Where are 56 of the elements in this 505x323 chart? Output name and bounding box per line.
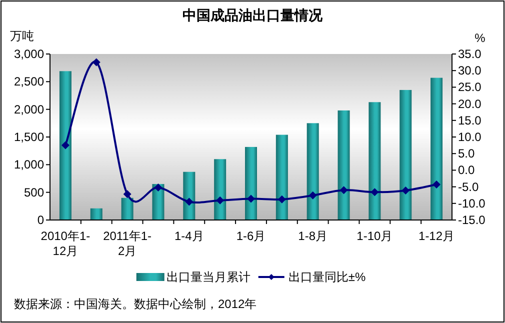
y2-tick-label: 20.0: [458, 96, 482, 111]
bar: [400, 90, 412, 220]
y2-axis-title: %: [474, 31, 486, 45]
bar: [90, 208, 102, 220]
legend-label: 出口量同比±%: [288, 270, 366, 284]
bar: [214, 159, 226, 220]
y2-tick-label: 15.0: [458, 113, 482, 128]
x-tick-label: 1-12月: [418, 229, 455, 243]
y2-tick-label: 10.0: [458, 130, 482, 144]
y-tick-label: 3,000: [14, 47, 44, 61]
point: [308, 191, 317, 200]
point: [432, 180, 441, 188]
point: [61, 141, 70, 150]
bar: [59, 71, 72, 220]
x-tick-label: 1-10月: [356, 229, 393, 243]
y2-tick-label: 35.0: [458, 47, 482, 61]
x-tick-label: 1-4月: [174, 229, 204, 243]
bar: [430, 78, 443, 220]
y-tick-label: 2,000: [14, 102, 44, 116]
bar: [183, 172, 196, 220]
bar: [368, 102, 381, 220]
point: [278, 195, 286, 204]
point: [216, 196, 224, 204]
bar: [121, 198, 134, 220]
point: [247, 194, 255, 203]
y2-tick-label: -10.0: [458, 196, 486, 210]
y2-tick-label: 0.0: [458, 163, 476, 178]
bar: [245, 146, 257, 220]
bar: [338, 110, 350, 220]
point: [185, 198, 194, 206]
bar: [276, 134, 288, 220]
y2-tick-label: 25.0: [458, 80, 482, 94]
point: [402, 186, 410, 194]
y2-tick-label: -15.0: [458, 213, 486, 227]
y2-tick-label: -5.0: [458, 180, 480, 194]
y-axis-title: 万吨: [10, 29, 34, 43]
y-tick-label: 1,500: [14, 130, 44, 144]
bar: [306, 123, 319, 220]
y-tick-label: 2,500: [14, 74, 44, 89]
y-tick-label: 0: [37, 213, 44, 227]
x-tick-label: 1-8月: [298, 229, 328, 243]
point: [123, 190, 132, 198]
y-tick-label: 500: [24, 185, 44, 200]
point: [154, 183, 162, 192]
point: [340, 186, 348, 194]
y-tick-label: 1,000: [14, 158, 44, 172]
y2-tick-label: 5.0: [458, 146, 476, 161]
point: [370, 188, 379, 196]
legend-label: 出口量当月累计: [166, 270, 250, 284]
chart-title: 中国成品油出口量情况: [182, 7, 324, 23]
x-tick-label: 2011年1-2月: [103, 229, 152, 258]
source-note: 数据来源：中国海关。数据中心绘制，2012年: [14, 297, 257, 311]
y2-tick-label: 30.0: [458, 64, 482, 78]
x-tick-label: 1-6月: [236, 229, 266, 243]
x-tick-label: 2010年1-12月: [40, 229, 90, 258]
point: [92, 58, 100, 66]
